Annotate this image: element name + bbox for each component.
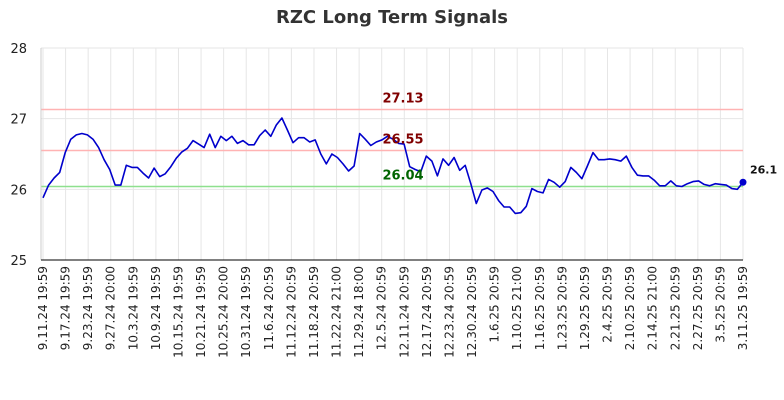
x-tick-label: 2.10.25 20:59 <box>623 266 637 350</box>
reference-lines <box>41 108 743 188</box>
x-tick-label: 9.17.24 19:59 <box>59 266 73 350</box>
chart-title: RZC Long Term Signals <box>275 7 509 28</box>
x-tick-label: 12.23.24 20:59 <box>442 266 456 358</box>
x-tick-label: 2.27.25 20:59 <box>691 266 705 350</box>
reference-line-label: 27.13 <box>382 91 423 106</box>
x-tick-label: 11.29.24 18:00 <box>352 266 366 358</box>
reference-line-label: 26.55 <box>382 132 423 147</box>
series-layer <box>42 117 747 215</box>
x-tick-label: 10.31.24 19:59 <box>239 266 253 358</box>
x-tick-label: 3.5.25 20:59 <box>713 266 727 343</box>
x-tick-label: 10.3.24 19:59 <box>126 266 140 350</box>
x-tick-label: 12.17.24 20:59 <box>420 266 434 358</box>
y-tick-label: 26 <box>10 183 27 198</box>
x-tick-label: 1.23.25 20:59 <box>555 266 569 350</box>
grid <box>41 47 744 261</box>
x-tick-label: 10.15.24 19:59 <box>171 266 185 358</box>
x-tick-label: 12.30.24 20:59 <box>465 266 479 358</box>
x-tick-label: 3.11.25 19:59 <box>736 266 750 350</box>
x-tick-label: 10.21.24 19:59 <box>194 266 208 358</box>
series-line <box>42 117 744 215</box>
x-tick-label: 11.12.24 20:59 <box>284 266 298 358</box>
x-tick-label: 1.16.25 20:59 <box>533 266 547 350</box>
x-tick-label: 11.18.24 20:59 <box>307 266 321 358</box>
x-tick-label: 10.25.24 20:00 <box>217 266 231 358</box>
x-tick-label: 9.27.24 20:00 <box>104 266 118 350</box>
x-tick-label: 1.29.25 20:59 <box>578 266 592 350</box>
x-tick-label: 1.6.25 20:59 <box>488 266 502 343</box>
x-tick-label: 9.23.24 19:59 <box>81 266 95 350</box>
x-tick-label: 11.22.24 21:00 <box>330 266 344 358</box>
y-tick-label: 28 <box>10 42 27 57</box>
x-tick-label: 11.6.24 20:59 <box>262 266 276 350</box>
x-tick-label: 2.21.25 20:59 <box>668 266 682 350</box>
last-value-point <box>739 178 747 186</box>
labels: 27.13 26.55 26.04 26.1 <box>382 91 777 183</box>
y-tick-label: 27 <box>10 113 27 128</box>
x-tick-label: 10.9.24 19:59 <box>149 266 163 350</box>
reference-line-label: 26.04 <box>382 169 423 184</box>
x-tick-label: 12.11.24 20:59 <box>397 266 411 358</box>
x-tick-label: 2.14.25 21:00 <box>646 266 660 350</box>
y-tick-label: 25 <box>10 254 27 269</box>
axes: 25 26 27 28 9.11.24 19:59 9.17.24 19:59 9.23.2… <box>10 42 750 358</box>
x-tick-label: 12.5.24 20:59 <box>375 266 389 350</box>
x-tick-label: 2.4.25 20:59 <box>601 266 615 343</box>
x-tick-label: 9.11.24 19:59 <box>36 266 50 350</box>
last-value-label: 26.1 <box>750 163 777 176</box>
x-tick-label: 1.10.25 21:00 <box>510 266 524 350</box>
